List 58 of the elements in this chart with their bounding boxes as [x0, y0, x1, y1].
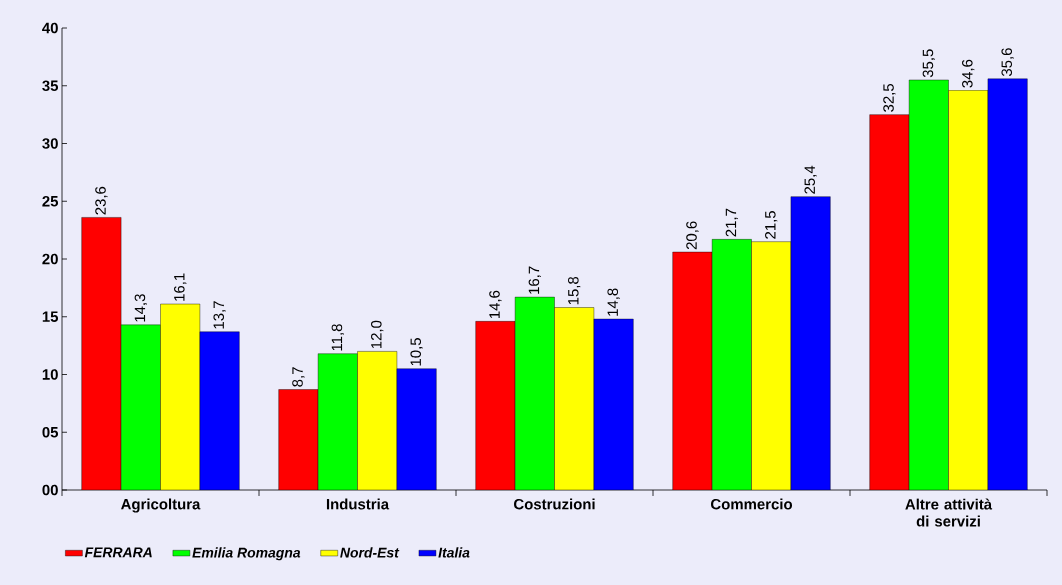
bar: [987, 78, 1028, 490]
data-label: 35,5: [922, 49, 935, 78]
data-label: 15,8: [568, 276, 581, 305]
legend-label: Italia: [438, 547, 470, 558]
data-label: 14,6: [489, 290, 502, 319]
y-tick-label: 05: [42, 426, 59, 438]
data-label: 8,7: [292, 367, 305, 387]
bar: [81, 217, 122, 490]
bar: [908, 79, 949, 490]
data-label: 20,6: [686, 221, 699, 250]
bar: [672, 251, 713, 490]
bar: [869, 114, 910, 490]
y-tick-label: 15: [42, 311, 59, 322]
bar: [593, 318, 634, 490]
y-tick-label: 25: [42, 195, 59, 207]
y-tick-label: 20: [42, 253, 58, 265]
x-tick-label: Agricoltura: [121, 498, 201, 513]
data-label: 14,8: [607, 288, 620, 316]
bar: [514, 296, 555, 490]
data-label: 34,6: [962, 59, 975, 88]
y-tick-label: 40: [42, 22, 58, 34]
bar: [199, 331, 240, 490]
bar: [160, 303, 201, 490]
bar: [278, 389, 319, 490]
data-label: 14,3: [134, 294, 147, 322]
y-tick-label: 30: [42, 138, 58, 149]
legend-label: Nord-Est: [340, 547, 400, 558]
data-label: 16,1: [174, 273, 187, 301]
x-tick-label: Costruzioni: [514, 498, 595, 510]
y-tick-label: 00: [42, 484, 58, 496]
data-label: 11,8: [331, 324, 344, 351]
data-label: 21,5: [765, 211, 778, 239]
bar: [317, 353, 358, 490]
bar: [554, 307, 595, 490]
bar: [396, 368, 437, 490]
bar: [711, 239, 752, 490]
data-label: 10,5: [410, 338, 423, 366]
y-tick-label: 10: [42, 369, 58, 380]
x-tick-label: Industria: [326, 498, 390, 510]
bar: [751, 241, 792, 490]
data-label: 16,7: [528, 266, 541, 294]
legend-label: FERRARA: [84, 547, 152, 558]
x-tick-label: Altre attività di servizi: [905, 498, 993, 527]
bar: [948, 90, 989, 490]
bar: [790, 196, 831, 490]
data-label: 12,0: [371, 320, 384, 349]
data-label: 35,6: [1001, 48, 1014, 77]
legend-label: Emilia Romagna: [192, 547, 301, 561]
data-label: 13,7: [213, 301, 226, 329]
data-label: 25,4: [804, 165, 817, 194]
bar: [475, 321, 516, 490]
bar: [120, 324, 161, 490]
x-tick-label: Commercio: [711, 498, 793, 510]
y-tick-label: 35: [42, 80, 59, 92]
bar: [357, 351, 398, 490]
data-label: 32,5: [883, 83, 896, 112]
data-label: 23,6: [95, 186, 108, 215]
data-label: 21,7: [725, 208, 738, 237]
